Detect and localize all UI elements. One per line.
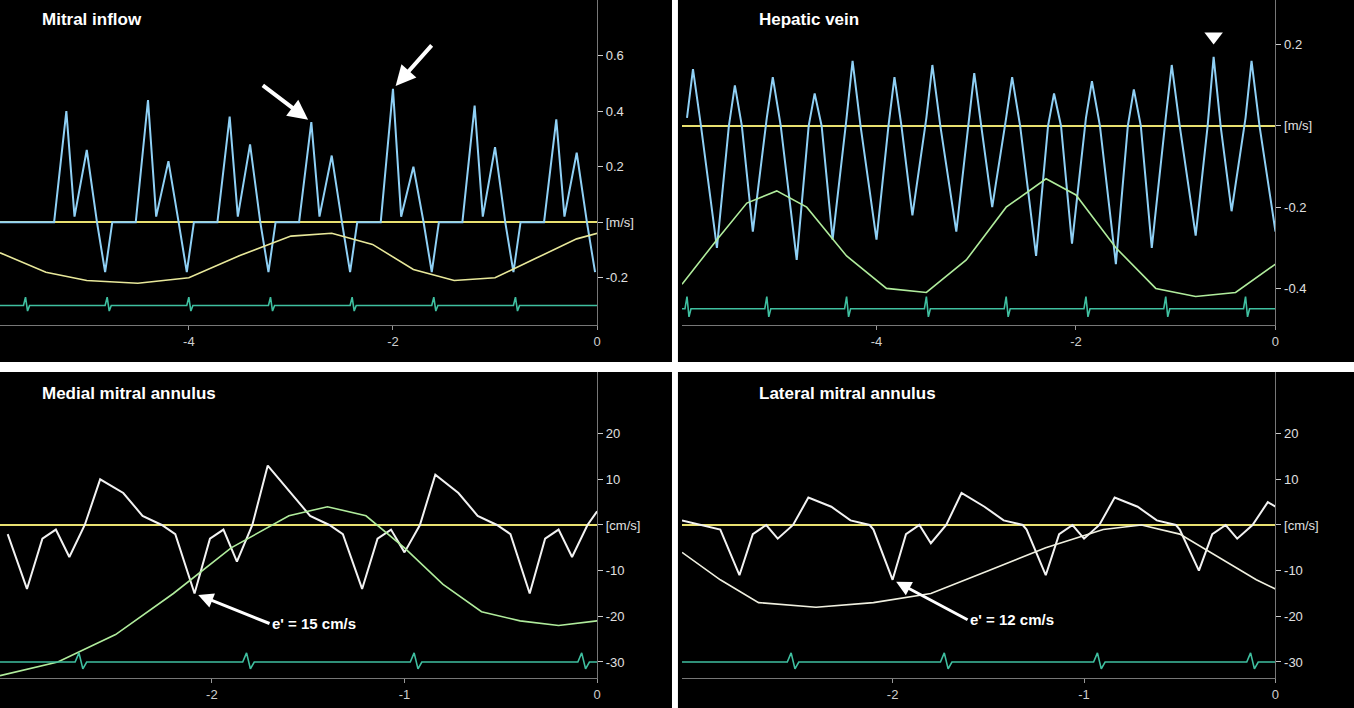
svg-text:-2: -2 — [1070, 334, 1082, 349]
svg-text:-20: -20 — [1284, 609, 1303, 624]
svg-text:0: 0 — [1272, 334, 1279, 349]
svg-text:-20: -20 — [606, 609, 625, 624]
svg-text:10: 10 — [606, 472, 620, 487]
svg-text:[cm/s]: [cm/s] — [1284, 518, 1319, 533]
svg-text:Hepatic vein: Hepatic vein — [759, 10, 859, 29]
svg-text:-2: -2 — [887, 687, 899, 702]
svg-text:Lateral mitral annulus: Lateral mitral annulus — [759, 384, 936, 403]
svg-text:0: 0 — [593, 687, 600, 702]
svg-text:-0.4: -0.4 — [1284, 281, 1306, 296]
svg-text:e' = 12 cm/s: e' = 12 cm/s — [970, 611, 1054, 628]
svg-text:-1: -1 — [399, 687, 411, 702]
svg-text:-30: -30 — [1284, 655, 1303, 670]
svg-text:0.4: 0.4 — [606, 104, 624, 119]
svg-text:0.6: 0.6 — [606, 48, 624, 63]
svg-text:-0.2: -0.2 — [1284, 200, 1306, 215]
svg-text:10: 10 — [1284, 472, 1298, 487]
svg-text:-2: -2 — [387, 334, 399, 349]
svg-text:-4: -4 — [183, 334, 195, 349]
svg-text:[m/s]: [m/s] — [606, 215, 634, 230]
svg-text:0.2: 0.2 — [1284, 37, 1302, 52]
svg-text:-10: -10 — [606, 563, 625, 578]
svg-text:0: 0 — [593, 334, 600, 349]
svg-text:e' = 15 cm/s: e' = 15 cm/s — [272, 615, 356, 632]
svg-text:-10: -10 — [1284, 563, 1303, 578]
svg-text:Medial mitral annulus: Medial mitral annulus — [42, 384, 216, 403]
svg-text:[m/s]: [m/s] — [1284, 118, 1312, 133]
svg-text:-0.2: -0.2 — [606, 270, 628, 285]
svg-text:0.2: 0.2 — [606, 159, 624, 174]
svg-text:[cm/s]: [cm/s] — [606, 518, 641, 533]
svg-text:0: 0 — [1272, 687, 1279, 702]
svg-text:20: 20 — [606, 426, 620, 441]
svg-text:-1: -1 — [1078, 687, 1090, 702]
svg-text:-4: -4 — [871, 334, 883, 349]
svg-text:-30: -30 — [606, 655, 625, 670]
svg-text:20: 20 — [1284, 426, 1298, 441]
svg-text:-2: -2 — [206, 687, 218, 702]
svg-text:Mitral inflow: Mitral inflow — [42, 10, 142, 29]
